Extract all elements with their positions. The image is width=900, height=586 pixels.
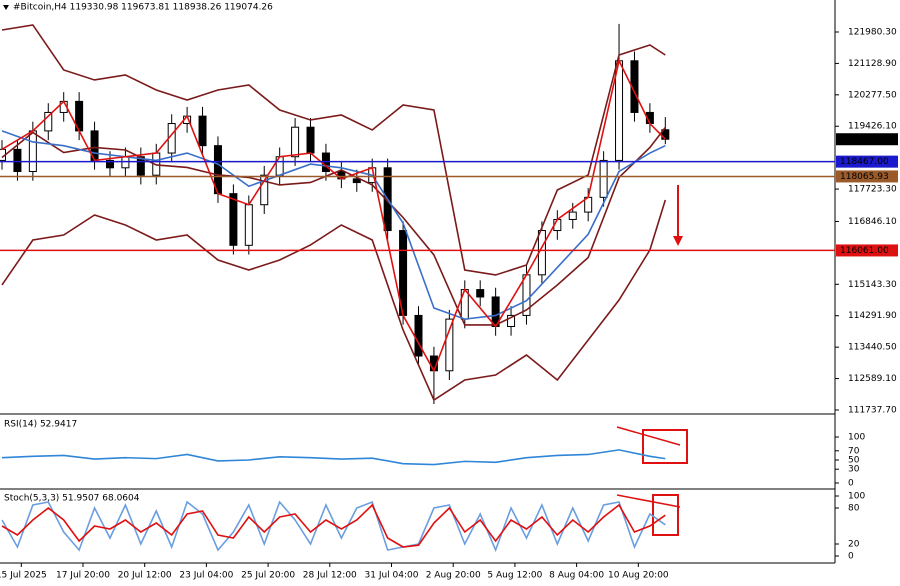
candle-body (198, 115, 207, 147)
y-tick-label: 0 (848, 552, 854, 562)
level-label-bg (836, 244, 898, 257)
highlight-box (642, 429, 688, 464)
x-tick-label: 23 Jul 04:00 (179, 571, 233, 581)
candle-body (568, 211, 577, 220)
indicator-line (1, 130, 666, 320)
y-tick-label: 100 (848, 492, 865, 502)
y-tick-label: 117723.30 (848, 185, 897, 195)
level-label: 116061.00 (840, 246, 889, 256)
symbol-marker (3, 5, 9, 10)
x-tick-label: 2 Aug 20:00 (426, 571, 481, 581)
rsi-title: RSI(14) 52.9417 (4, 420, 77, 430)
divergence-line (616, 494, 681, 508)
candle-body (445, 318, 454, 372)
y-tick-label: 114291.90 (848, 311, 897, 321)
last-price-label: 119074.26 (840, 135, 889, 145)
x-tick-label: 25 Jul 20:00 (241, 571, 295, 581)
indicator-line (1, 126, 666, 326)
indicator-line (1, 503, 666, 548)
y-tick-label: 0 (848, 479, 854, 489)
x-tick-label: 20 Jul 12:00 (118, 571, 172, 581)
x-tick-label: 15 Jul 2025 (0, 571, 47, 581)
level-label-bg (836, 155, 898, 168)
level-label: 118467.00 (840, 157, 889, 167)
y-tick-label: 80 (848, 504, 860, 514)
candle-body (260, 174, 269, 206)
candle-body (615, 60, 624, 161)
indicator-line (1, 24, 666, 276)
divergence-line (616, 426, 681, 446)
candle-body (476, 289, 485, 298)
candle-body (44, 111, 53, 132)
x-tick-label: 31 Jul 04:00 (365, 571, 419, 581)
y-tick-label: 50 (848, 456, 860, 466)
indicator-line (1, 500, 666, 553)
y-tick-label: 116846.10 (848, 217, 897, 227)
indicator-line (1, 58, 666, 373)
x-tick-label: 5 Aug 12:00 (487, 571, 542, 581)
y-tick-label: 120277.50 (848, 90, 897, 100)
y-tick-label: 111737.70 (848, 405, 897, 415)
x-tick-label: 8 Aug 04:00 (549, 571, 604, 581)
y-tick-label: 20 (848, 540, 860, 550)
indicator-line (1, 449, 666, 466)
candle-body (229, 193, 238, 246)
annotations (616, 185, 688, 536)
candle-body (28, 130, 37, 172)
y-tick-label: 70 (848, 446, 860, 456)
candle-body (13, 148, 22, 172)
candle-body (507, 314, 516, 327)
highlight-box (652, 494, 679, 536)
candle-body (306, 126, 315, 154)
candle-body (105, 159, 114, 169)
candle-body (599, 159, 608, 198)
level-label: 118065.93 (840, 172, 889, 182)
candle-body (291, 126, 300, 158)
last-price-bg (836, 133, 898, 146)
y-tick-label: 100 (848, 433, 865, 443)
y-tick-label: 112589.10 (848, 374, 897, 384)
indicator-line (1, 199, 667, 402)
candle-body (414, 314, 423, 357)
y-tick-label: 119426.10 (848, 122, 897, 132)
y-tick-label: 115143.30 (848, 280, 897, 290)
x-tick-label: 28 Jul 12:00 (303, 571, 357, 581)
chart-title: #Bitcoin,H4 119330.98 119673.81 118938.2… (13, 3, 273, 13)
candle-body (352, 178, 361, 184)
x-tick-label: 17 Jul 20:00 (56, 571, 110, 581)
y-tick-label: 30 (848, 465, 860, 475)
arrow-head (673, 236, 683, 246)
y-tick-label: 113440.50 (848, 343, 897, 353)
x-tick-label: 10 Aug 20:00 (608, 571, 669, 581)
stoch-title: Stoch(5,3,3) 51.9507 68.0604 (4, 494, 140, 504)
y-tick-label: 121128.90 (848, 59, 897, 69)
y-tick-label: 121980.30 (848, 27, 897, 37)
candle-body (244, 204, 253, 246)
level-label-bg (836, 170, 898, 183)
